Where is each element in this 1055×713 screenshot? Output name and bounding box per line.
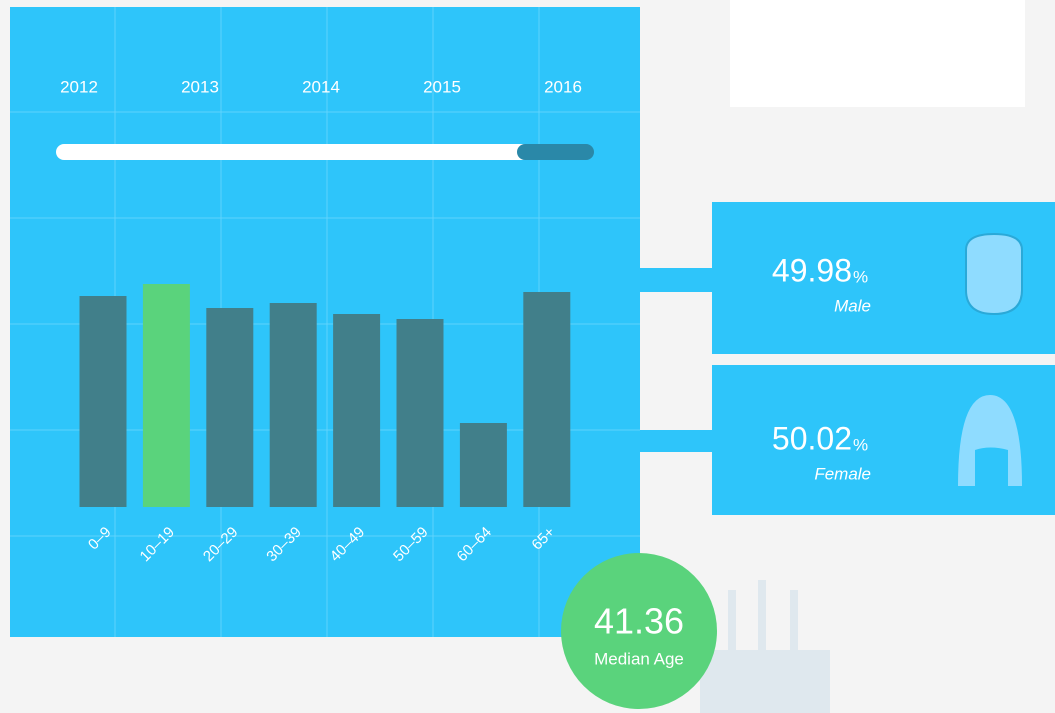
bar (523, 292, 570, 507)
bar (460, 423, 507, 507)
year-label: 2014 (302, 77, 340, 96)
median-age-value: 41.36 (594, 601, 684, 642)
bar (80, 296, 127, 507)
connector (640, 430, 715, 452)
bar (270, 303, 317, 507)
median-age-label: Median Age (594, 649, 684, 668)
bar (333, 314, 380, 507)
year-label: 2016 (544, 77, 582, 96)
page: 20122013201420152016 0–910–1920–2930–394… (0, 0, 1055, 713)
male-label: Male (834, 296, 871, 315)
dashboard: 20122013201420152016 0–910–1920–2930–394… (0, 0, 1055, 713)
bar (397, 319, 444, 507)
female-unit: % (853, 435, 868, 454)
connector (640, 268, 715, 292)
male-icon (966, 234, 1022, 314)
bar (143, 284, 190, 507)
female-value: 50.02 (772, 420, 852, 456)
bar (206, 308, 253, 507)
white-card (730, 0, 1025, 107)
female-label: Female (814, 464, 871, 483)
year-label: 2012 (60, 77, 98, 96)
cake-icon (700, 580, 830, 713)
year-label: 2013 (181, 77, 219, 96)
year-label: 2015 (423, 77, 461, 96)
male-value: 49.98 (772, 252, 852, 288)
male-unit: % (853, 267, 868, 286)
